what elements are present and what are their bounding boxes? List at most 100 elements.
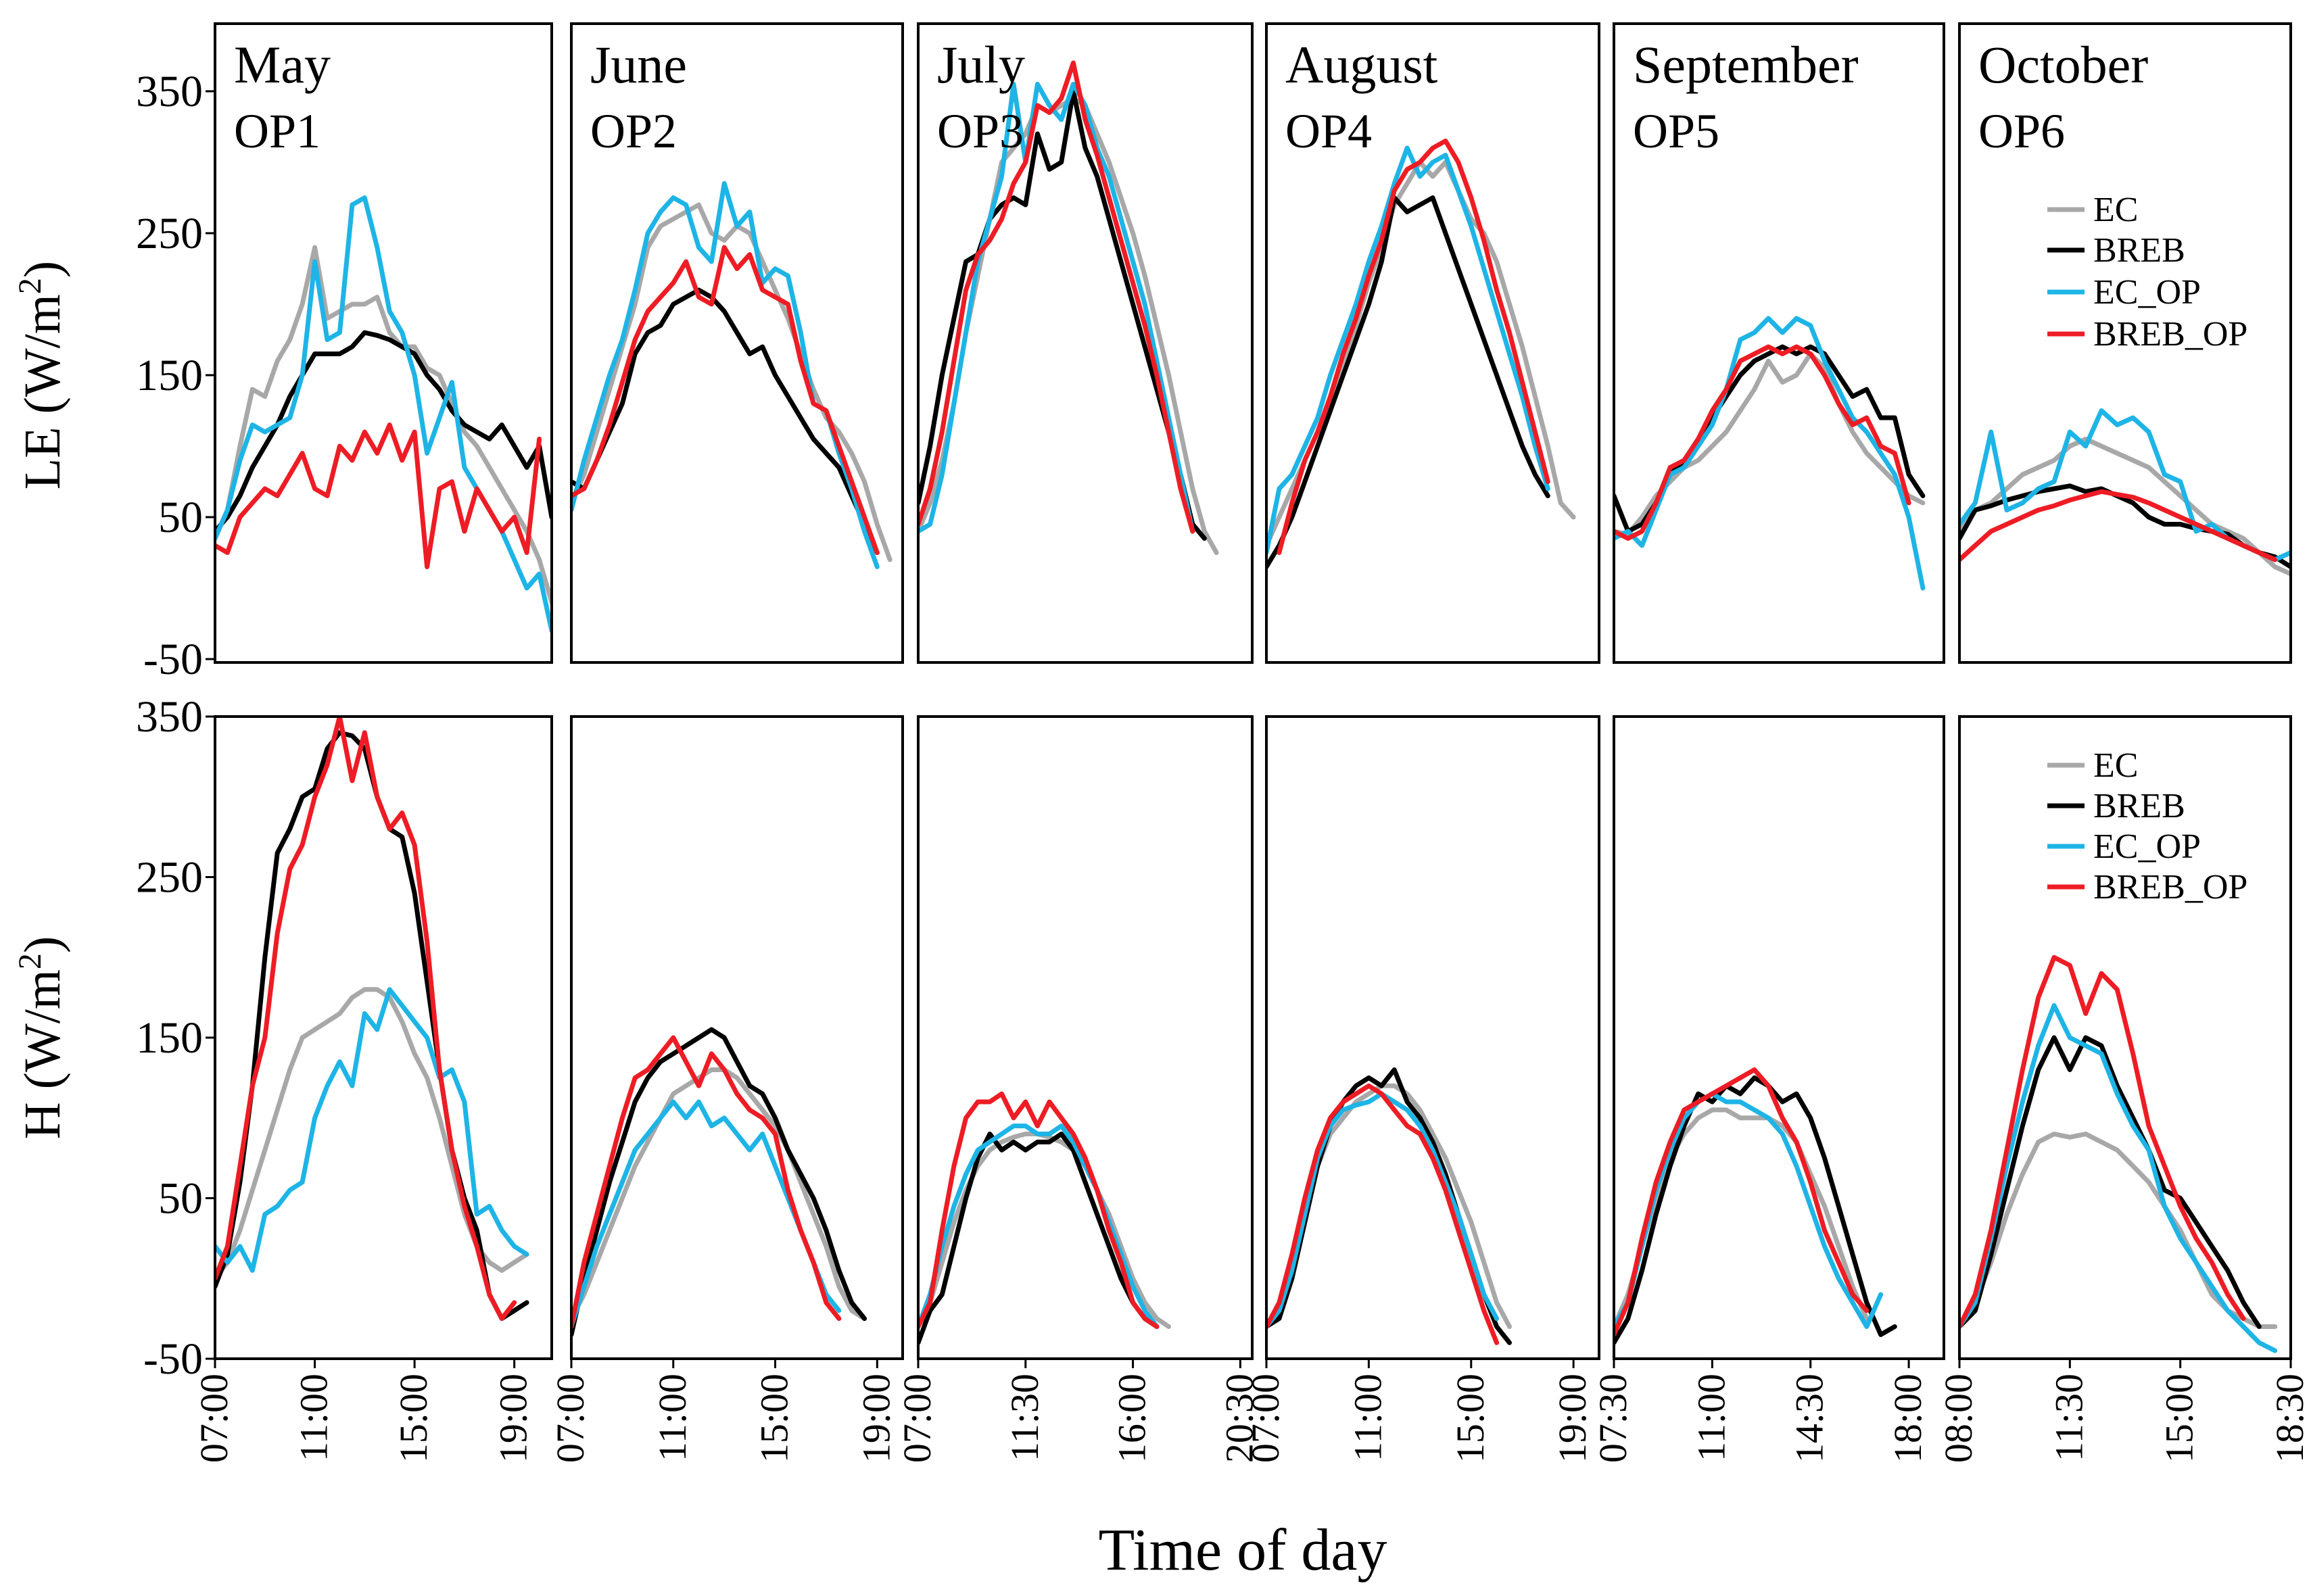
panel-june-le xyxy=(570,22,904,664)
series-line-breb xyxy=(920,1132,1160,1345)
x-tick-label: 07:00 xyxy=(192,1374,236,1463)
x-tick-label: 11:30 xyxy=(1003,1374,1047,1461)
series-line-ec xyxy=(1615,1107,1870,1329)
x-tick-label: 19:00 xyxy=(1550,1374,1594,1463)
series-line-breb-op xyxy=(1277,139,1550,555)
panel-frame xyxy=(214,22,553,664)
series-line-breb-op xyxy=(1615,1067,1870,1337)
legend-label: EC_OP xyxy=(2093,273,2201,312)
panel-september-h xyxy=(1613,715,1945,1360)
panel-frame xyxy=(570,715,904,1360)
panel-op-label: OP6 xyxy=(1978,104,2065,158)
panel-series-group xyxy=(1961,408,2289,576)
series-line-breb-op xyxy=(573,1035,842,1329)
x-tick-label: 07:00 xyxy=(1243,1374,1287,1463)
series-line-breb-op xyxy=(1615,344,1911,541)
panel-op-label: OP1 xyxy=(234,104,320,158)
series-line-ec-op xyxy=(1615,1091,1884,1329)
legend-label: BREB xyxy=(2093,787,2185,825)
series-line-breb xyxy=(1615,1075,1897,1345)
x-tick-label: 15:00 xyxy=(2158,1374,2201,1463)
panel-frame xyxy=(214,715,553,1360)
panel-month-label: August xyxy=(1285,35,1438,94)
x-tick-label: 11:30 xyxy=(2047,1374,2091,1461)
panel-frame xyxy=(1613,22,1945,664)
x-tick-label: 11:00 xyxy=(650,1374,694,1461)
panel-frame xyxy=(1958,22,2292,664)
panel-frame xyxy=(917,22,1254,664)
panel-series-group xyxy=(216,718,529,1322)
panel-op-label: OP4 xyxy=(1285,104,1372,158)
x-tick-label: 11:00 xyxy=(1346,1374,1389,1461)
x-tick-label: 18:30 xyxy=(2268,1374,2309,1463)
series-line-ec xyxy=(1961,437,2289,576)
y-tick-label: 150 xyxy=(136,351,203,400)
panel-month-label: September xyxy=(1633,35,1859,94)
series-line-breb-op xyxy=(216,422,542,569)
panel-month-label: May xyxy=(234,35,331,94)
panel-frame xyxy=(1265,22,1600,664)
series-line-ec xyxy=(573,1067,867,1322)
legend-label: EC xyxy=(2093,746,2138,785)
y-tick-label: -50 xyxy=(143,1334,203,1384)
series-line-breb xyxy=(573,287,880,555)
panel-frame xyxy=(1613,715,1945,1360)
y-tick-label: 50 xyxy=(158,493,203,542)
x-tick-label: 19:00 xyxy=(854,1374,898,1463)
series-line-breb-op xyxy=(1961,489,2278,562)
series-line-ec-op xyxy=(1615,316,1926,591)
series-line-ec xyxy=(1268,160,1576,548)
panel-series-group xyxy=(573,181,892,569)
series-line-breb-op xyxy=(1961,954,2246,1329)
y-axis-title: LE (W/m2) xyxy=(12,261,71,489)
x-tick-label: 07:00 xyxy=(548,1374,592,1463)
panel-month-label: October xyxy=(1978,35,2148,94)
series-line-ec xyxy=(920,96,1219,555)
x-tick-label: 20:30 xyxy=(1217,1374,1261,1463)
panel-september-le xyxy=(1613,22,1945,664)
panel-may-h xyxy=(214,715,553,1360)
series-line-ec-op xyxy=(1268,145,1550,555)
series-line-breb-op xyxy=(920,1091,1160,1329)
y-tick-label: 50 xyxy=(158,1174,203,1224)
panel-series-group xyxy=(1961,954,2278,1353)
panel-may-le xyxy=(214,22,553,664)
panel-series-group xyxy=(1615,1067,1897,1345)
series-line-ec-op xyxy=(920,82,1195,534)
series-line-ec-op xyxy=(216,987,529,1273)
panel-frame xyxy=(570,22,904,664)
y-tick-label: 350 xyxy=(136,67,203,116)
y-tick-label: 350 xyxy=(136,692,203,742)
panel-august-h xyxy=(1265,715,1600,1360)
panel-month-label: June xyxy=(590,35,687,94)
series-line-breb xyxy=(920,89,1207,541)
y-tick-label: 250 xyxy=(136,209,203,258)
series-line-breb xyxy=(573,1027,867,1337)
x-tick-label: 14:30 xyxy=(1788,1374,1832,1463)
panel-august-le xyxy=(1265,22,1600,664)
series-line-ec-op xyxy=(1961,1003,2278,1353)
panel-op-label: OP3 xyxy=(937,104,1024,158)
panel-frame xyxy=(1265,715,1600,1360)
series-line-ec-op xyxy=(920,1123,1160,1329)
panel-series-group xyxy=(1268,1067,1512,1345)
x-tick-label: 19:00 xyxy=(492,1374,535,1463)
y-axis-title-main: H (W/m xyxy=(14,969,71,1139)
series-line-breb-op xyxy=(573,245,880,555)
panel-october-h xyxy=(1958,715,2292,1360)
y-axis-title-end: ) xyxy=(14,261,71,278)
panel-june-h xyxy=(570,715,904,1360)
panel-october-le xyxy=(1958,22,2292,664)
y-tick-label: 250 xyxy=(136,853,203,902)
x-tick-label: 11:00 xyxy=(292,1374,336,1461)
series-line-ec-op xyxy=(573,1099,842,1329)
legend-label: EC_OP xyxy=(2093,827,2201,866)
panel-frame xyxy=(1958,715,2292,1360)
series-line-breb xyxy=(216,330,550,533)
series-line-breb-op xyxy=(1268,1083,1500,1345)
series-line-breb-op xyxy=(920,60,1195,534)
y-tick-label: 150 xyxy=(136,1013,203,1063)
